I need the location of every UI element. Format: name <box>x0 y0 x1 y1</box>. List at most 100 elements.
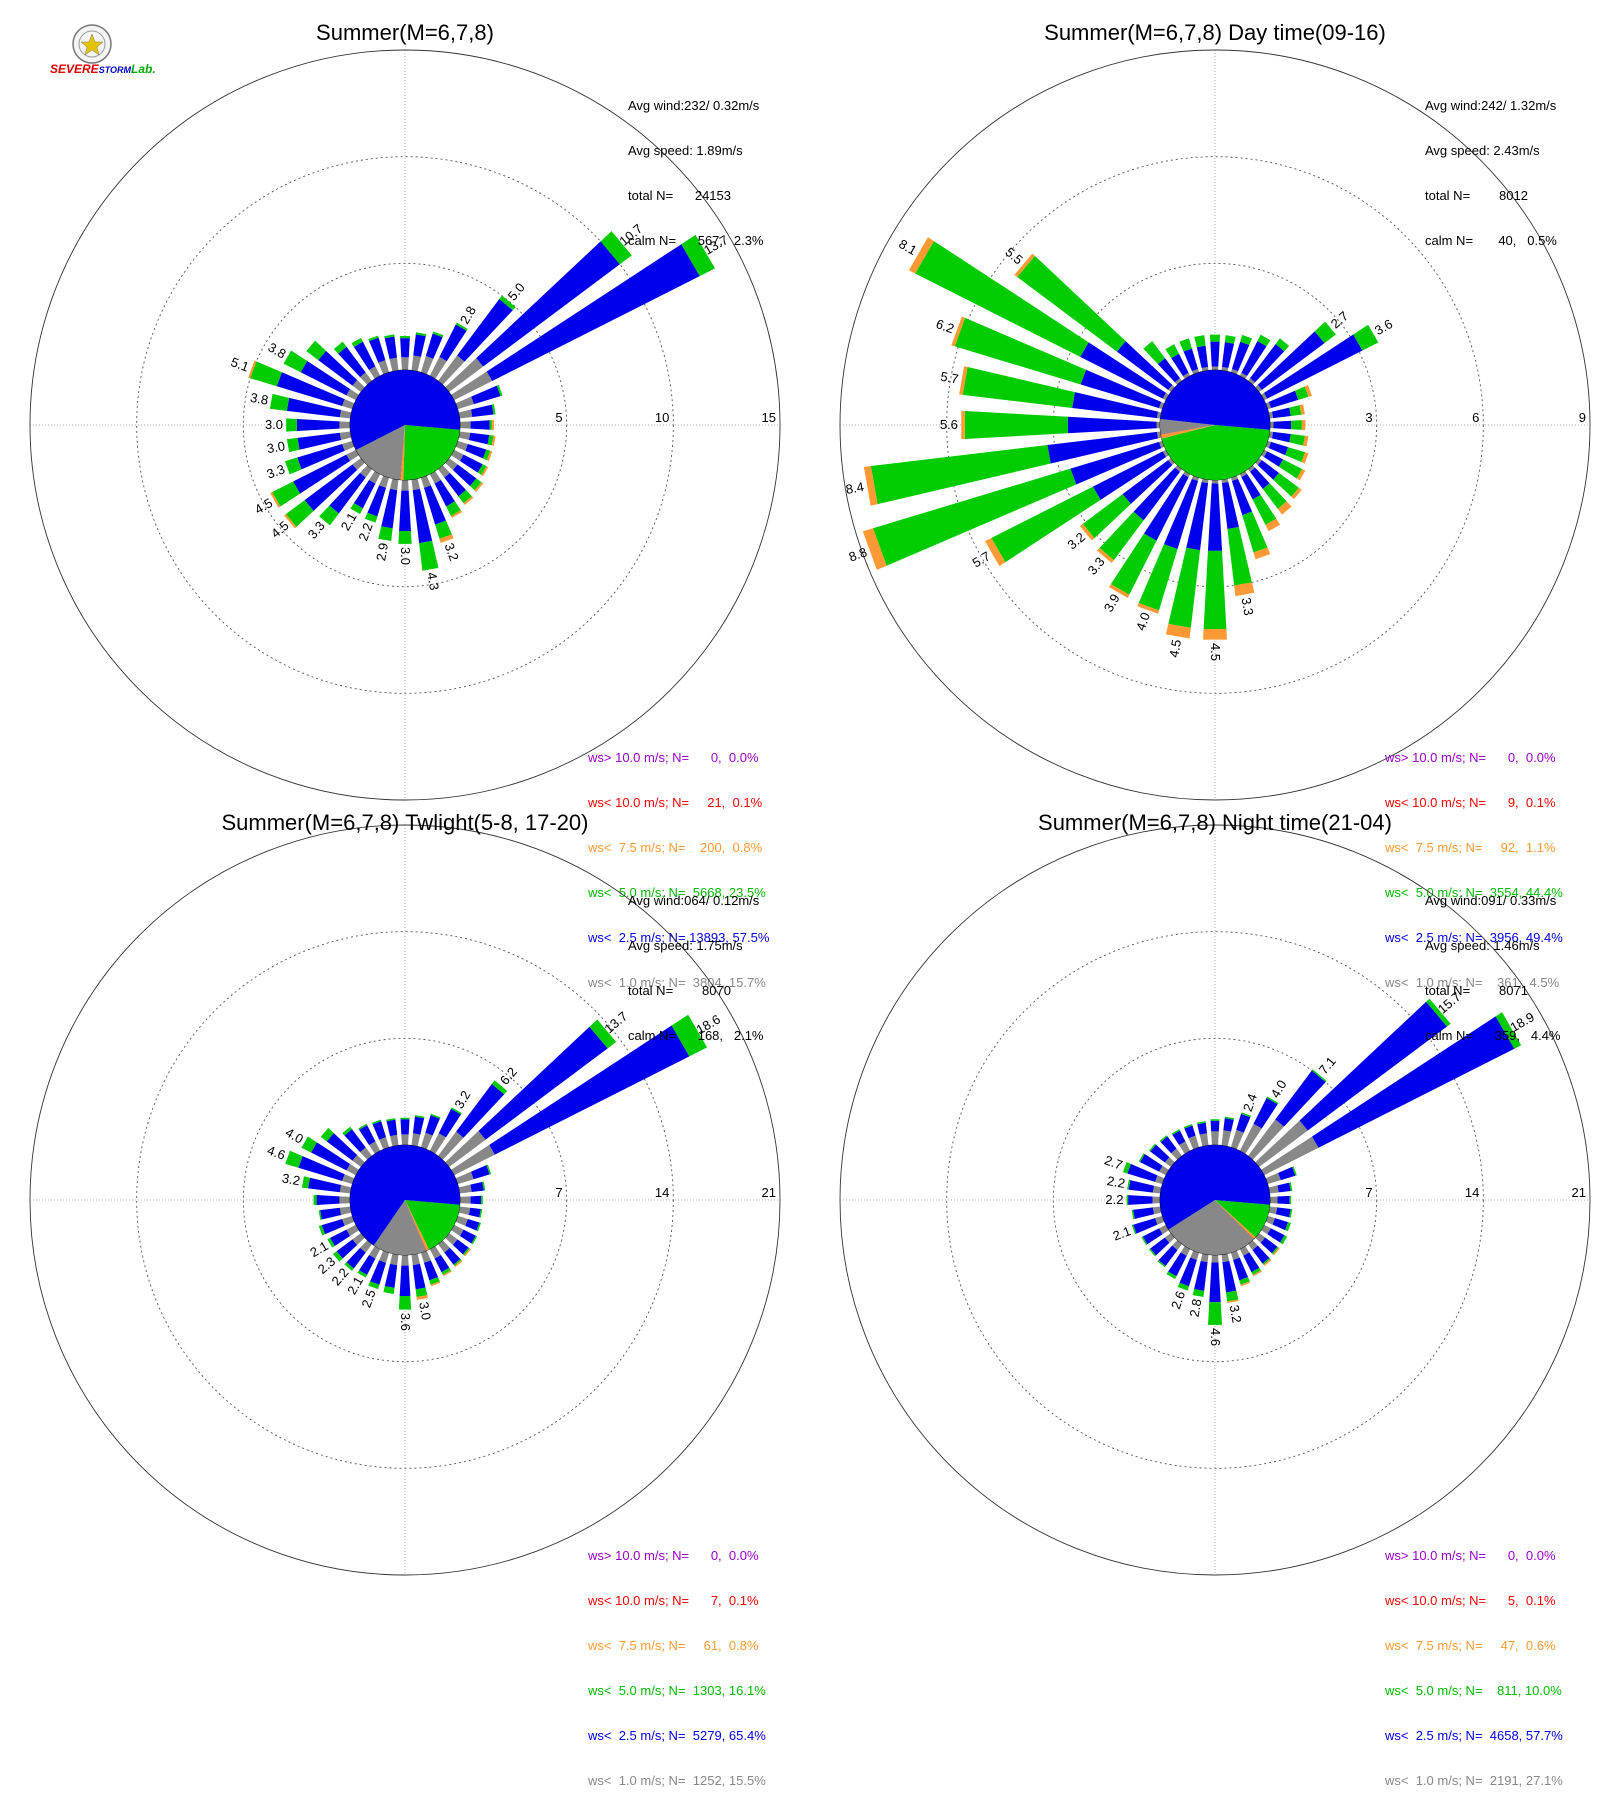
bar-segment <box>863 466 878 506</box>
bar-segment <box>1261 1224 1271 1235</box>
bar-label: 5.7 <box>970 548 993 570</box>
bar-label: 4.6 <box>265 1143 287 1163</box>
bar-label: 4.5 <box>252 495 275 517</box>
bar-segment <box>1155 1175 1165 1185</box>
legend-ws-lt5: ws< 5.0 m/s; N= 811, 10.0% <box>1385 1683 1562 1698</box>
bar-segment <box>389 357 399 372</box>
bar-segment <box>1140 1154 1163 1172</box>
panel-title: Summer(M=6,7,8) Twlight(5-8, 17-20) <box>221 810 589 835</box>
bar-segment <box>458 431 471 440</box>
bar-segment <box>1289 1182 1293 1191</box>
bar-segment <box>961 410 965 440</box>
bar-segment <box>420 1132 433 1150</box>
bar-segment <box>499 295 516 311</box>
bar-segment <box>1194 335 1206 348</box>
bar-segment <box>491 420 494 430</box>
bar-segment <box>269 393 290 411</box>
bar-segment <box>286 418 297 432</box>
bar-segment <box>1224 335 1236 344</box>
bar-segment <box>434 479 455 507</box>
bar-segment <box>1221 1253 1230 1263</box>
bar-segment <box>1143 473 1189 541</box>
bar-segment <box>1299 1001 1447 1131</box>
bar-segment <box>327 1237 335 1248</box>
bar-segment <box>1267 1228 1285 1243</box>
bar-segment <box>401 479 409 491</box>
total-n: total N= 24153 <box>628 188 731 203</box>
bar-segment <box>481 466 489 477</box>
calm-pie-slice <box>403 425 460 480</box>
bar-segment <box>1278 1166 1296 1181</box>
bar-label: 6.2 <box>934 316 956 336</box>
bar-segment <box>1292 1166 1297 1176</box>
bar-segment <box>1265 1172 1281 1185</box>
bar-segment <box>1164 1232 1175 1243</box>
ring-14 <box>946 931 1484 1469</box>
bar-segment <box>442 1270 452 1277</box>
bar-segment <box>450 510 462 518</box>
bar-segment <box>359 1254 376 1275</box>
bar-segment <box>1289 434 1305 446</box>
total-n: total N= 8070 <box>628 983 731 998</box>
bar-label: 3.2 <box>1227 1304 1245 1324</box>
bar-segment <box>1269 1196 1278 1204</box>
bar-segment <box>1261 392 1268 401</box>
bar-segment <box>465 1218 480 1231</box>
bar-segment <box>359 1125 376 1146</box>
bar-segment <box>326 1133 358 1161</box>
bar-segment <box>1196 345 1209 368</box>
bar-segment <box>1294 386 1309 400</box>
bar-label: 4.0 <box>1133 610 1153 632</box>
bar-segment <box>1265 401 1272 410</box>
bar-segment <box>1110 533 1157 595</box>
bar-segment <box>446 501 461 516</box>
bar-segment <box>476 1222 481 1232</box>
bar-segment <box>459 454 483 473</box>
total-n: total N= 8012 <box>1425 188 1528 203</box>
wind-rose-panel-summer: 5 10 15 13.7 10.7 5.0 2.8 3.8 5.1 3.8 3.0 3.0 3.3 4.5… <box>0 0 810 990</box>
bar-segment <box>458 1184 472 1194</box>
bar-segment <box>1291 487 1302 500</box>
legend-ws-lt2-5: ws< 2.5 m/s; N= 13893, 57.5% <box>588 930 770 945</box>
bar-segment <box>344 1262 354 1271</box>
bar-label: 3.0 <box>398 547 413 565</box>
bar-segment <box>401 1134 409 1146</box>
bar-label: 5.5 <box>1002 244 1025 267</box>
bar-segment <box>444 472 467 497</box>
bar-segment <box>360 1147 373 1160</box>
bar-segment <box>1211 479 1219 484</box>
bar-segment <box>1221 482 1239 530</box>
bar-segment <box>1138 544 1178 611</box>
stats-block: Avg wind:091/ 0.33m/s Avg speed: 1.46m/s… <box>1425 863 1560 1073</box>
bar-segment <box>413 334 426 357</box>
severe-storm-lab-logo: SEVERESTORMLab. <box>50 24 156 84</box>
bar-segment <box>1122 460 1173 505</box>
bar-segment <box>1239 1246 1250 1256</box>
bar-segment <box>1272 1218 1289 1231</box>
calm-n: calm N= 567, 2.3% <box>628 233 764 248</box>
bar-segment <box>318 1225 326 1236</box>
bar-segment <box>339 1206 352 1215</box>
bar-segment <box>384 336 397 359</box>
legend-ws-lt1: ws< 1.0 m/s; N= 361, 4.5% <box>1385 975 1560 990</box>
bar-segment <box>1159 1224 1169 1235</box>
bar-segment <box>470 1165 490 1180</box>
bar-segment <box>338 346 366 378</box>
bar-label: 4.3 <box>424 571 442 591</box>
bar-segment <box>455 1215 468 1226</box>
bar-segment <box>985 537 1006 567</box>
wind-rose-plot: 7 14 2118.613.76.23.24.04.63.22.12.32.22.1… <box>29 824 781 1576</box>
bar-segment <box>1122 1162 1131 1174</box>
bar-label: 3.3 <box>305 518 328 541</box>
bar-segment <box>454 1260 463 1268</box>
bar-segment <box>455 1171 474 1185</box>
bar-segment <box>276 372 345 407</box>
bar-segment <box>465 443 487 459</box>
bar-segment <box>398 531 412 544</box>
bar-segment <box>964 411 1068 439</box>
bar-segment <box>401 1254 409 1266</box>
bar-segment <box>399 1265 411 1296</box>
bar-segment <box>425 1115 440 1136</box>
bar-segment <box>339 1185 352 1194</box>
bar-segment <box>1239 372 1248 379</box>
